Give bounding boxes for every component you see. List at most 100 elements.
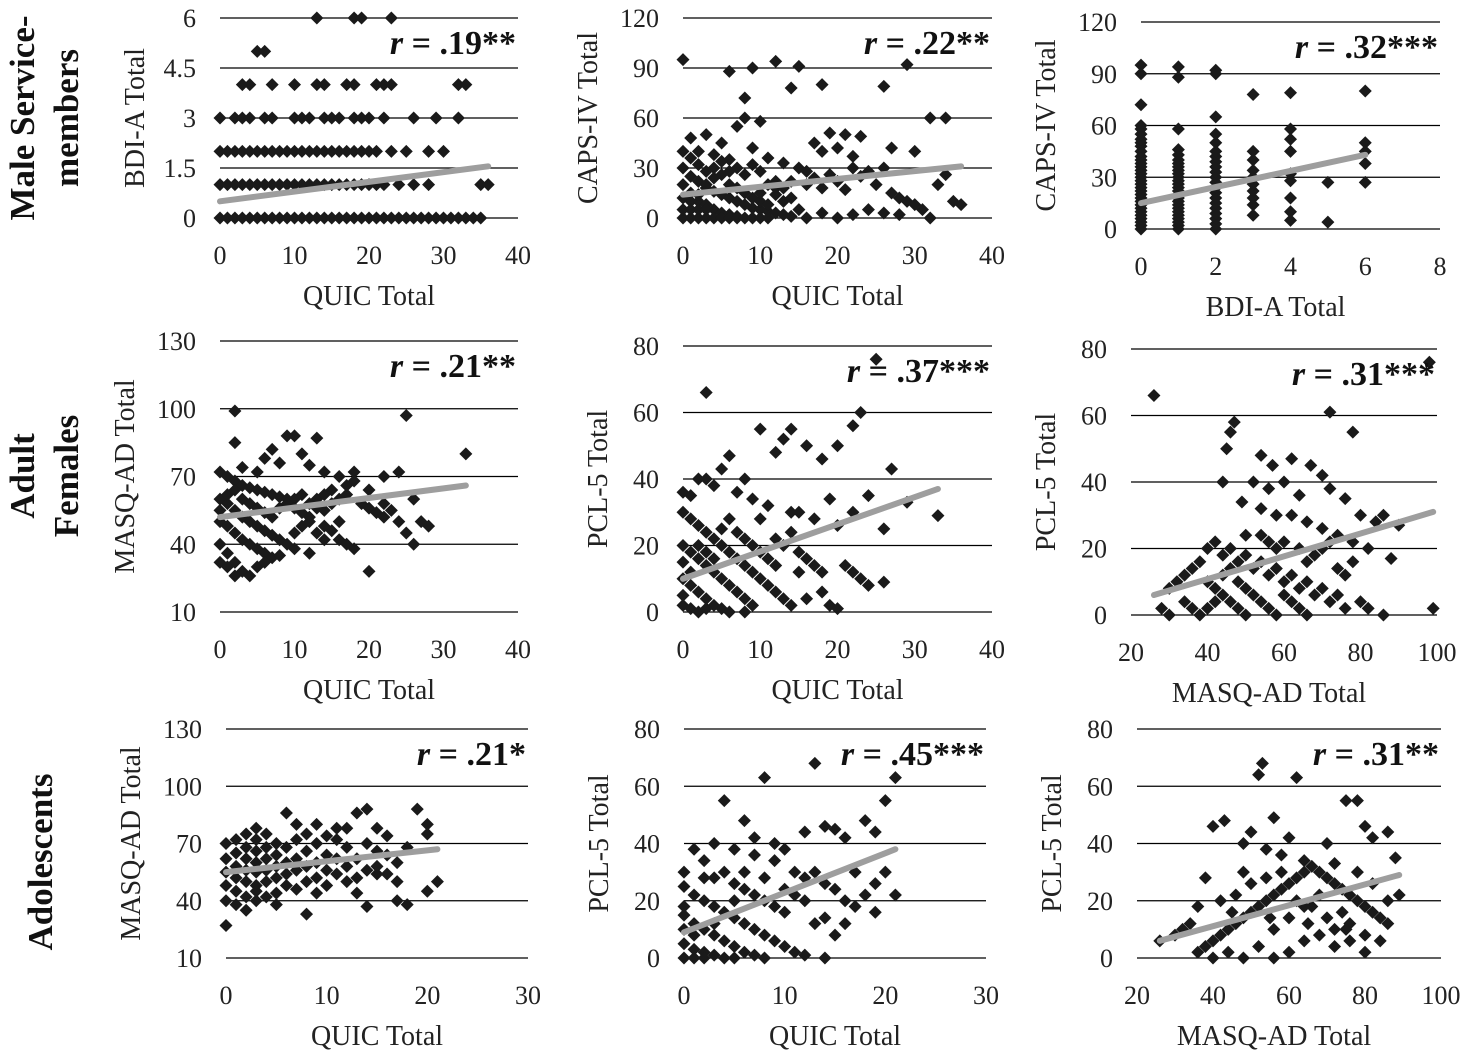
data-point [738, 605, 752, 619]
y-tick-label: 40 [170, 530, 196, 559]
data-point [1191, 899, 1205, 913]
data-point [687, 842, 701, 856]
data-point [1267, 811, 1281, 825]
data-point [1285, 508, 1299, 522]
y-tick-label: 4.5 [164, 54, 197, 83]
data-point [908, 144, 922, 158]
data-point [213, 144, 227, 158]
y-tick-label: 80 [1081, 335, 1107, 364]
data-point [769, 585, 783, 599]
y-tick-label: 90 [1091, 60, 1117, 89]
data-point [219, 894, 233, 908]
data-point [422, 178, 436, 192]
data-point [1300, 575, 1314, 589]
data-point [761, 211, 775, 225]
data-point [823, 492, 837, 506]
data-point [1208, 581, 1222, 595]
data-point [320, 863, 334, 877]
y-tick-label: 3 [183, 104, 196, 133]
data-point [400, 898, 414, 912]
data-point [761, 552, 775, 566]
data-point [738, 558, 752, 572]
data-point [699, 211, 713, 225]
x-tick-label: 10 [282, 241, 308, 270]
data-point [676, 555, 690, 569]
x-tick-label: 60 [1271, 638, 1297, 667]
data-point [288, 429, 301, 443]
data-point [1335, 905, 1349, 919]
data-point [776, 432, 790, 446]
data-point [722, 578, 736, 592]
data-point [1297, 854, 1311, 868]
data-point [220, 144, 234, 158]
data-point [380, 829, 394, 843]
data-point [861, 203, 875, 217]
data-point [1134, 119, 1148, 132]
data-point [892, 208, 906, 222]
data-point [1147, 389, 1161, 403]
data-point [1206, 819, 1220, 833]
y-axis-label: PCL-5 Total [1031, 413, 1062, 552]
correlation-label: r = .31*** [1292, 356, 1435, 393]
data-point [746, 141, 760, 155]
x-tick-label: 8 [1434, 252, 1447, 281]
data-point [715, 211, 729, 225]
data-point [687, 951, 701, 965]
data-point [355, 211, 369, 225]
data-point [1246, 153, 1260, 167]
data-point [1214, 928, 1228, 942]
data-point [320, 829, 334, 843]
data-point [738, 592, 752, 606]
data-point [1198, 871, 1212, 885]
data-point [258, 555, 272, 569]
data-point [392, 211, 406, 225]
data-point [1254, 528, 1268, 542]
data-point [1155, 601, 1169, 615]
data-point [1193, 608, 1207, 622]
data-point [861, 489, 875, 503]
trend-line [217, 163, 492, 205]
data-point [1277, 475, 1291, 489]
data-point [746, 61, 760, 75]
data-point [888, 888, 902, 902]
data-point [1239, 581, 1253, 595]
data-point [697, 894, 711, 908]
data-point [800, 552, 814, 566]
data-point [939, 111, 953, 125]
data-point [815, 452, 829, 466]
data-point [722, 449, 736, 463]
data-point [699, 545, 713, 559]
data-point [390, 875, 404, 889]
data-point [1269, 608, 1283, 622]
data-point [1193, 555, 1207, 569]
correlation-r: r [390, 25, 404, 62]
data-point [269, 837, 283, 850]
data-point [429, 211, 443, 225]
x-tick-label: 40 [1195, 638, 1221, 667]
data-point [219, 919, 233, 933]
y-tick-label: 1.5 [164, 154, 197, 183]
y-tick-label: 20 [634, 887, 660, 916]
data-point [846, 419, 860, 433]
data-point [213, 178, 227, 192]
x-axis-label: QUIC Total [303, 675, 435, 706]
x-tick-label: 80 [1352, 981, 1378, 1010]
data-point [1285, 595, 1299, 609]
data-point [684, 489, 698, 503]
data-point [325, 483, 339, 497]
data-point [474, 178, 488, 192]
data-point [737, 945, 751, 959]
x-axis-label: QUIC Total [311, 1021, 443, 1052]
data-point [878, 865, 892, 879]
data-point [213, 537, 227, 551]
data-point [1346, 425, 1360, 439]
data-point [1305, 899, 1319, 913]
data-point [317, 111, 331, 125]
data-point [1285, 568, 1299, 582]
data-point [1201, 542, 1214, 555]
data-point [310, 886, 324, 900]
data-point [249, 833, 263, 847]
data-point [369, 211, 383, 225]
data-point [269, 871, 283, 885]
data-point [1323, 482, 1337, 496]
